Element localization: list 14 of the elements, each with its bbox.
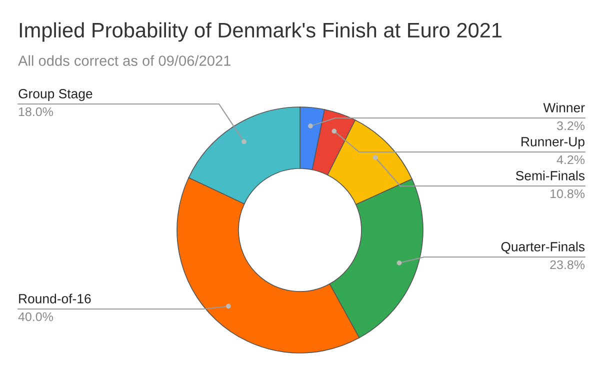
data-label: 23.8%: [550, 260, 585, 270]
slice-label: Winner: [543, 102, 585, 112]
slice-label: Semi-Finals: [516, 170, 585, 180]
slice-label: Quarter-Finals: [501, 242, 585, 254]
chart-title: Implied Probability of Denmark's Finish at Euro 2021: [20, 22, 502, 42]
chart-subtitle: All odds correct as of 09/06/2021: [18, 55, 230, 66]
slice-label: Group Stage: [18, 89, 92, 101]
slice-label: Runner-Up: [522, 137, 584, 149]
slice-label: Round-of-16: [19, 294, 91, 304]
data-label: 3.2%: [556, 121, 585, 130]
data-label: 10.8%: [550, 189, 585, 198]
data-label: 18.0%: [18, 107, 53, 116]
data-label: 40.0%: [18, 312, 53, 322]
data-label: 4.2%: [556, 155, 585, 164]
